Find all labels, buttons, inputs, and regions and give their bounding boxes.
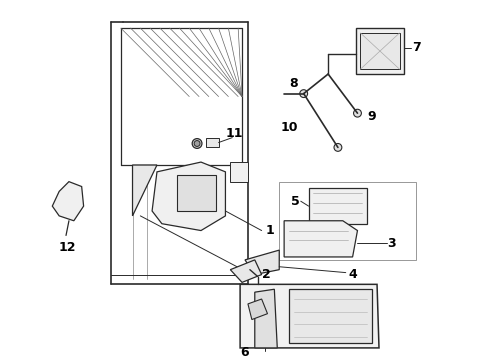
Polygon shape xyxy=(230,162,248,182)
Text: 12: 12 xyxy=(58,241,76,254)
Polygon shape xyxy=(152,162,225,230)
Text: 9: 9 xyxy=(368,109,376,123)
Circle shape xyxy=(354,109,362,117)
Polygon shape xyxy=(240,284,379,348)
Polygon shape xyxy=(245,250,279,275)
Polygon shape xyxy=(309,189,368,224)
Polygon shape xyxy=(176,175,216,211)
Circle shape xyxy=(194,140,200,147)
Text: 6: 6 xyxy=(241,346,249,359)
Text: 10: 10 xyxy=(280,121,298,134)
Circle shape xyxy=(300,90,308,98)
Circle shape xyxy=(255,260,265,270)
Polygon shape xyxy=(52,182,84,221)
Text: 8: 8 xyxy=(290,77,298,90)
Polygon shape xyxy=(356,28,404,74)
Text: 5: 5 xyxy=(291,195,299,208)
Polygon shape xyxy=(248,299,268,320)
Circle shape xyxy=(334,144,342,151)
Polygon shape xyxy=(289,289,372,343)
Polygon shape xyxy=(255,289,277,348)
Circle shape xyxy=(61,195,77,211)
Text: 11: 11 xyxy=(225,127,243,140)
Polygon shape xyxy=(206,138,219,147)
Text: 2: 2 xyxy=(262,268,271,281)
Text: 3: 3 xyxy=(388,237,396,250)
Polygon shape xyxy=(361,33,399,69)
Circle shape xyxy=(192,139,202,148)
Text: 1: 1 xyxy=(265,224,274,237)
Circle shape xyxy=(253,305,263,315)
Text: 4: 4 xyxy=(348,268,357,281)
Polygon shape xyxy=(132,165,157,216)
Polygon shape xyxy=(284,221,358,257)
Text: 7: 7 xyxy=(412,41,420,54)
Polygon shape xyxy=(230,260,262,282)
